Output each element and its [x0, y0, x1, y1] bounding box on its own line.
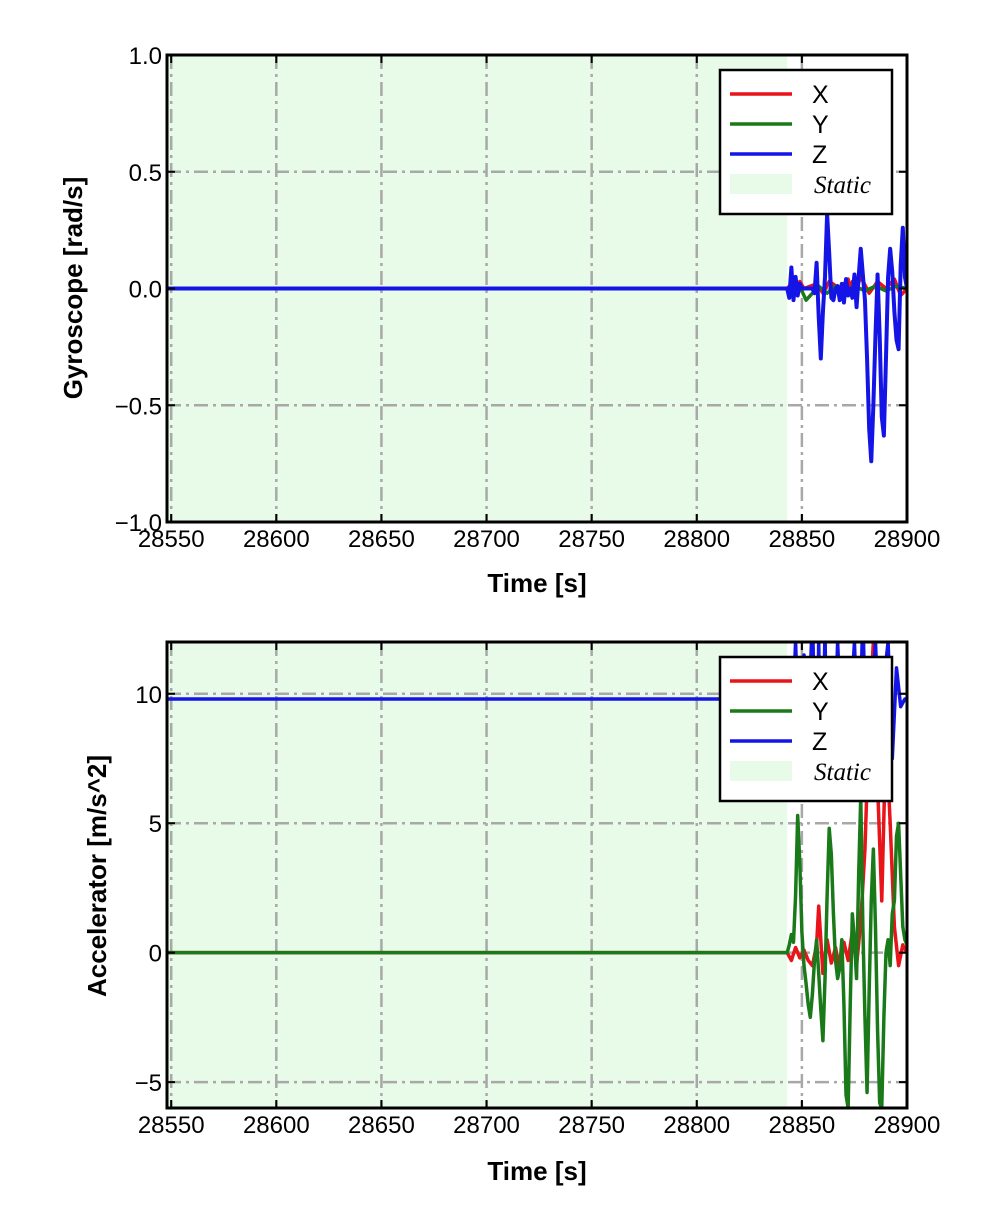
legend-label-x: X [812, 81, 829, 109]
y-tick-label: 0.0 [129, 277, 162, 304]
y-tick-label: 0 [149, 941, 162, 968]
y-tick-label: 1.0 [129, 43, 162, 70]
x-tick-label: 28650 [348, 526, 415, 553]
y-tick-label: 5 [149, 811, 162, 838]
x-tick-label: 28700 [453, 526, 520, 553]
legend-swatch-static [730, 761, 792, 781]
legend-label-z: Z [812, 728, 827, 756]
x-axis-label: Time [s] [487, 1156, 586, 1186]
x-tick-label: 28600 [243, 526, 310, 553]
gyroscope-chart: 28550 28600 28650 28700 28750 28800 28850 28900… [58, 43, 940, 598]
x-tick-label: 28800 [663, 1112, 730, 1139]
y-tick-label: −0.5 [115, 393, 162, 420]
legend-label-static: Static [814, 759, 871, 786]
x-tick-label: 28900 [874, 526, 941, 553]
legend-label-z: Z [812, 141, 827, 169]
series-layer [167, 211, 907, 464]
x-tick-label: 28850 [769, 1112, 836, 1139]
x-tick-label: 28550 [138, 1112, 205, 1139]
legend-swatch-static [730, 174, 792, 194]
x-tick-label: 28550 [138, 526, 205, 553]
x-tick-label: 28900 [874, 1112, 941, 1139]
y-tick-label: 10 [135, 682, 162, 709]
y-tick-label: −5 [135, 1070, 162, 1097]
x-tick-label: 28750 [558, 526, 625, 553]
legend-label-static: Static [814, 172, 871, 199]
x-tick-label: 28850 [769, 526, 836, 553]
legend-label-y: Y [812, 111, 829, 139]
x-axis-label: Time [s] [487, 568, 586, 598]
y-axis-label: Gyroscope [rad/s] [58, 177, 88, 400]
static-region [167, 642, 788, 1108]
ticks-layer: 28550 28600 28650 28700 28750 28800 28850 28900… [115, 43, 941, 553]
series-line-y [167, 795, 907, 1108]
y-tick-label: 0.5 [129, 160, 162, 187]
x-tick-label: 28750 [558, 1112, 625, 1139]
legend-label-x: X [812, 668, 829, 696]
x-tick-label: 28600 [243, 1112, 310, 1139]
x-tick-label: 28700 [453, 1112, 520, 1139]
legend: XYZ Static [718, 655, 894, 803]
x-tick-label: 28800 [663, 526, 730, 553]
plot-frame [165, 640, 909, 1110]
accelerator-chart: 28550 28600 28650 28700 28750 28800 28850 28900… [82, 640, 941, 1186]
series-line-z [167, 211, 907, 464]
legend: XYZ Static [718, 68, 894, 216]
ticks-layer: 28550 28600 28650 28700 28750 28800 28850 28900… [135, 642, 941, 1139]
y-tick-label: −1.0 [115, 510, 162, 537]
legend-label-y: Y [812, 698, 829, 726]
x-tick-label: 28650 [348, 1112, 415, 1139]
y-axis-label: Accelerator [m/s^2] [82, 755, 112, 997]
static-region-layer [167, 642, 788, 1108]
